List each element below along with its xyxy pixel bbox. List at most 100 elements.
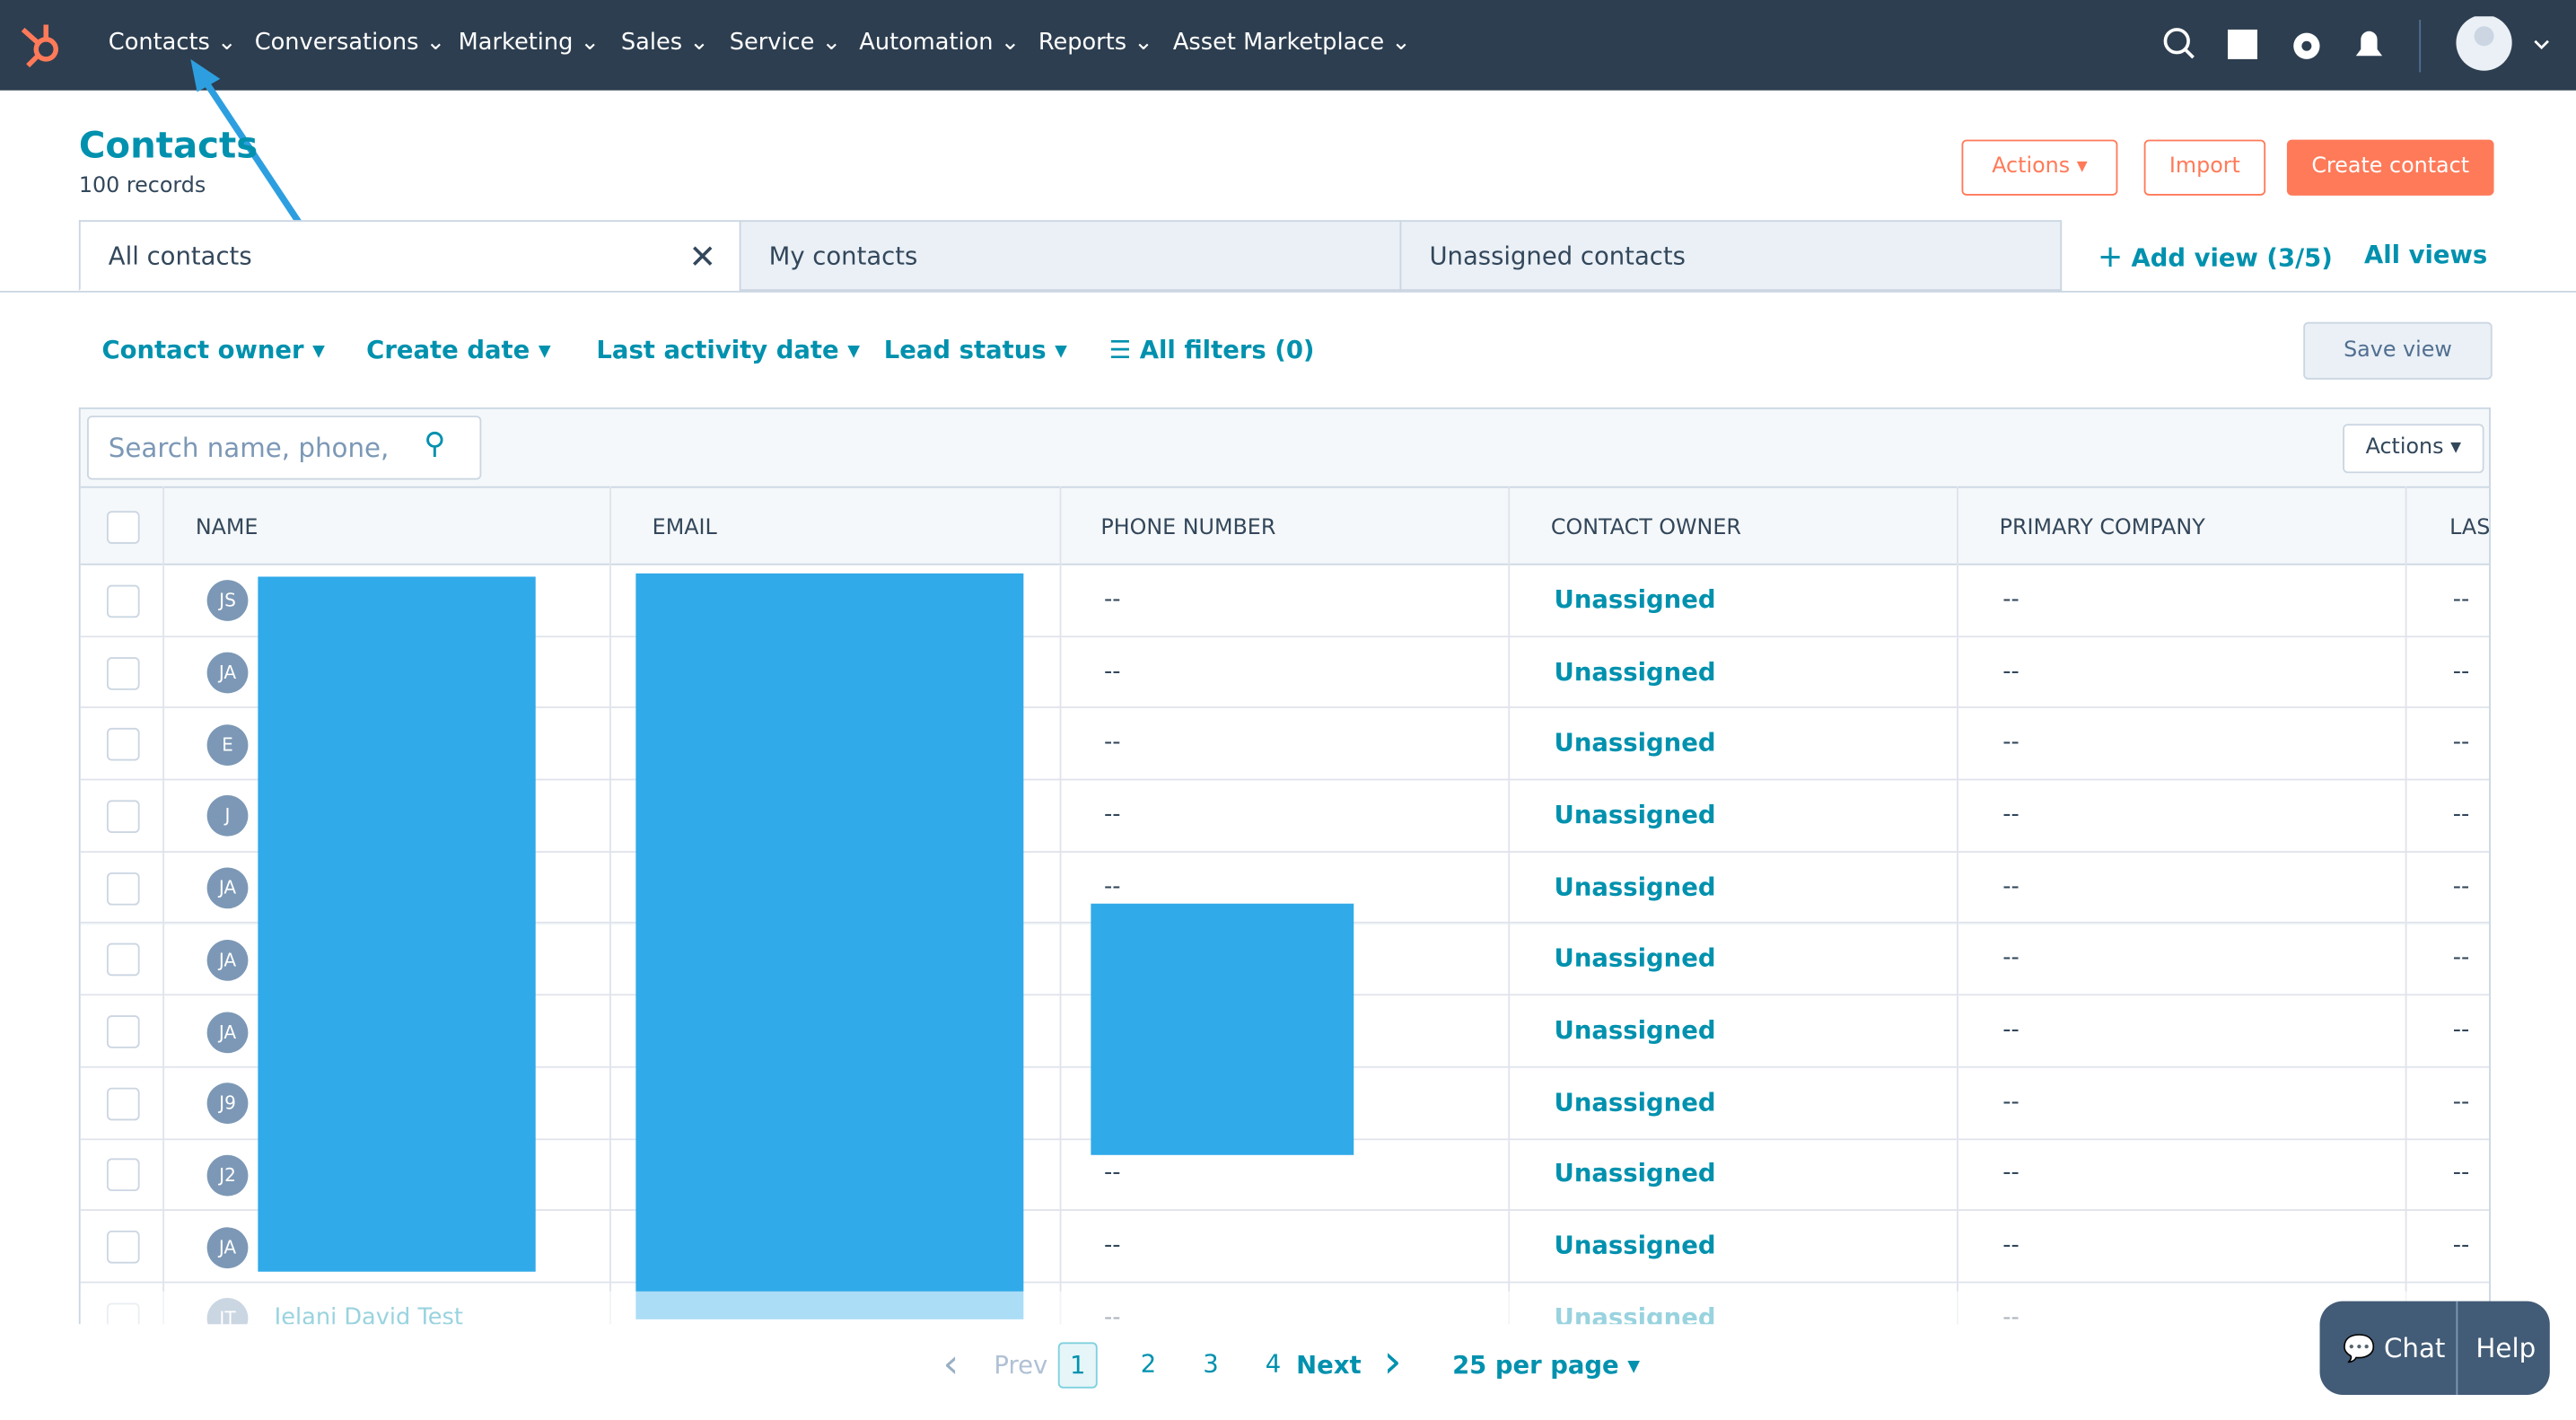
page-number[interactable]: 3: [1203, 1348, 1219, 1379]
chat-widget[interactable]: 💬 Chat Help: [2319, 1301, 2550, 1396]
prev[interactable]: Prev: [994, 1350, 1048, 1381]
row-checkbox[interactable]: [106, 872, 140, 905]
save-view[interactable]: Save view: [2303, 321, 2493, 380]
chat[interactable]: 💬 Chat: [2343, 1332, 2446, 1364]
phone: --: [1104, 873, 1121, 900]
logo[interactable]: [16, 16, 69, 72]
nav-item[interactable]: Asset Marketplace ⌄: [1172, 29, 1411, 57]
col-divider: [1957, 565, 1958, 637]
col-divider: [1957, 708, 1958, 781]
nav-item[interactable]: Service ⌄: [729, 29, 842, 57]
row-checkbox[interactable]: [106, 1015, 140, 1048]
filter[interactable]: Last activity date ▾: [596, 335, 861, 365]
last: --: [2452, 586, 2470, 613]
owner[interactable]: Unassigned: [1554, 656, 1716, 687]
col-divider: [2405, 708, 2407, 781]
phone: --: [1104, 1232, 1121, 1259]
col-divider: [609, 924, 611, 996]
col-divider: [162, 852, 165, 925]
prev-arrow[interactable]: ‹: [942, 1340, 959, 1387]
owner[interactable]: Unassigned: [1554, 728, 1716, 758]
tab[interactable]: My contacts: [739, 220, 1402, 291]
column-header[interactable]: NAME: [195, 515, 258, 541]
create-button[interactable]: Create contact: [2286, 139, 2494, 196]
all-filters[interactable]: ☰ All filters (0): [1108, 335, 1315, 365]
divider: [0, 290, 2576, 293]
column-header[interactable]: PRIMARY COMPANY: [1999, 515, 2205, 541]
row-checkbox[interactable]: [106, 800, 140, 833]
row-checkbox[interactable]: [106, 656, 140, 689]
add-view[interactable]: ＋ Add view (3/5): [2098, 242, 2333, 273]
owner[interactable]: Unassigned: [1554, 1231, 1716, 1261]
filter[interactable]: Create date ▾: [366, 335, 551, 365]
col-divider: [1508, 636, 1511, 709]
nav-item[interactable]: Contacts ⌄: [108, 29, 237, 57]
col-divider: [609, 995, 611, 1068]
owner[interactable]: Unassigned: [1554, 1159, 1716, 1189]
company: --: [2002, 802, 2020, 828]
col-divider: [162, 995, 165, 1068]
row-checkbox[interactable]: [106, 584, 140, 618]
col-divider: [609, 1211, 611, 1284]
row-checkbox[interactable]: [106, 728, 140, 761]
col-divider: [1059, 995, 1062, 1068]
search-box[interactable]: Search name, phone, ⚲: [87, 416, 482, 480]
col-divider: [1508, 780, 1511, 853]
help[interactable]: Help: [2475, 1332, 2537, 1364]
owner[interactable]: Unassigned: [1554, 1015, 1716, 1046]
redaction: [258, 576, 536, 1272]
record-count: 100 records: [78, 174, 206, 199]
col-divider: [609, 1067, 611, 1140]
nav-item[interactable]: Sales ⌄: [620, 29, 709, 57]
col-divider: [1957, 1211, 1958, 1284]
company: --: [2002, 1161, 2020, 1188]
col-divider: [1957, 780, 1958, 853]
page-number[interactable]: 2: [1140, 1348, 1157, 1379]
next[interactable]: Next: [1296, 1350, 1362, 1381]
page-number[interactable]: 4: [1265, 1348, 1282, 1379]
owner[interactable]: Unassigned: [1554, 584, 1716, 615]
column-header[interactable]: EMAIL: [652, 515, 717, 541]
table-actions[interactable]: Actions ▾: [2343, 424, 2484, 474]
nav-item[interactable]: Conversations ⌄: [254, 29, 446, 57]
nav-item[interactable]: Reports ⌄: [1038, 29, 1153, 57]
owner[interactable]: Unassigned: [1554, 943, 1716, 974]
import-button[interactable]: Import: [2143, 139, 2266, 196]
actions-button[interactable]: Actions ▾: [1961, 139, 2118, 196]
row-checkbox[interactable]: [106, 1087, 140, 1120]
label: All filters (0): [1139, 335, 1315, 365]
phone: --: [1104, 1161, 1121, 1188]
page-number[interactable]: 1: [1057, 1342, 1098, 1389]
label: Actions: [1992, 154, 2071, 180]
column-header[interactable]: LAST: [2449, 515, 2491, 541]
last: --: [2452, 730, 2470, 757]
nav-item[interactable]: Marketing ⌄: [458, 29, 600, 57]
col-divider: [2405, 924, 2407, 996]
row-checkbox[interactable]: [106, 1231, 140, 1264]
row-checkbox[interactable]: [106, 943, 140, 977]
avatar: JA: [206, 1226, 249, 1268]
avatar: JA: [206, 1011, 249, 1053]
tab[interactable]: All contacts ✕: [78, 220, 741, 291]
col-divider: [1508, 565, 1511, 637]
all-views[interactable]: All views: [2363, 240, 2488, 270]
next-arrow[interactable]: ›: [1383, 1334, 1402, 1389]
page-title[interactable]: Contacts: [78, 126, 258, 168]
col-divider: [162, 1139, 165, 1212]
owner[interactable]: Unassigned: [1554, 872, 1716, 902]
last: --: [2452, 802, 2470, 828]
phone: --: [1104, 802, 1121, 828]
col-divider: [2405, 780, 2407, 853]
tab[interactable]: Unassigned contacts: [1399, 220, 2063, 291]
row-checkbox[interactable]: [106, 1159, 140, 1192]
nav-item[interactable]: Automation ⌄: [859, 29, 1021, 57]
column-header[interactable]: CONTACT OWNER: [1550, 515, 1741, 541]
column-header[interactable]: PHONE NUMBER: [1100, 515, 1276, 541]
per-page[interactable]: 25 per page ▾: [1452, 1350, 1641, 1381]
owner[interactable]: Unassigned: [1554, 1087, 1716, 1118]
label: Last activity date: [596, 335, 839, 365]
filter[interactable]: Lead status ▾: [883, 335, 1067, 365]
owner[interactable]: Unassigned: [1554, 800, 1716, 830]
filter[interactable]: Contact owner ▾: [101, 335, 325, 365]
